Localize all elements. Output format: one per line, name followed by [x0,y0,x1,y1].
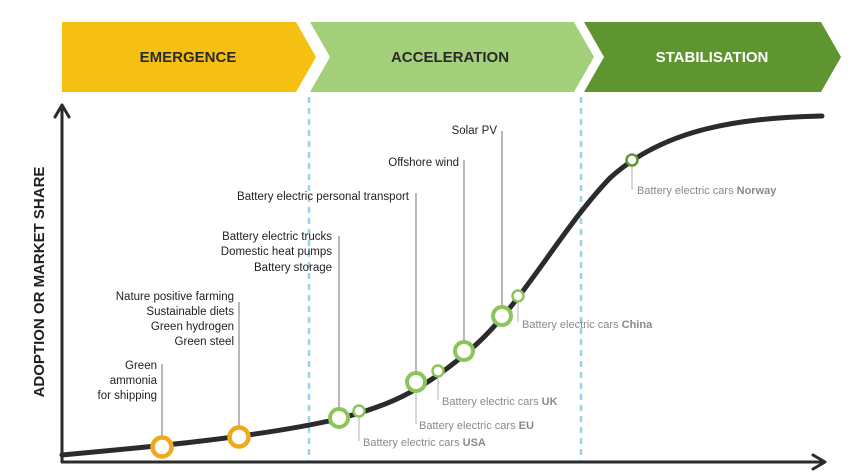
marker-farming-group [227,425,251,449]
phase-banners: EMERGENCE ACCELERATION STABILISATION [62,22,841,92]
cars-prefix-uk: Battery electric cars [442,396,542,408]
label-solar-pv: Solar PV [452,125,498,137]
cars-prefix-china: Battery electric cars [522,319,622,331]
label-personal-transport: Battery electric personal transport [237,191,410,203]
label-cars-usa: Battery electric cars USA [363,437,486,449]
label-green-ammonia-3: for shipping [98,390,157,402]
label-cars-china: Battery electric cars China [522,319,653,331]
label-offshore-wind: Offshore wind [388,157,459,169]
marker-trucks-group [328,407,350,429]
cars-prefix-usa: Battery electric cars [363,437,463,449]
marker-cars-norway [625,153,639,167]
y-axis-label: ADOPTION OR MARKET SHARE [31,167,48,398]
label-green-ammonia-2: ammonia [110,375,158,387]
marker-personal-transport [405,371,427,393]
leader-lines [161,131,503,438]
emergence-label: EMERGENCE [140,49,237,66]
label-cars-uk: Battery electric cars UK [442,396,558,408]
label-nature-positive-farming: Nature positive farming [116,291,234,303]
label-cars-norway: Battery electric cars Norway [637,185,777,197]
acceleration-banner [310,22,594,92]
label-battery-electric-trucks: Battery electric trucks [222,231,332,243]
label-green-ammonia-1: Green [125,360,157,372]
cars-country-china: China [622,319,653,331]
markers [150,153,639,459]
cars-prefix-norway: Battery electric cars [637,185,737,197]
cars-country-eu: EU [519,420,534,432]
x-axis-arrow [811,453,827,471]
marker-offshore-wind [453,340,475,362]
label-domestic-heat-pumps: Domestic heat pumps [221,246,332,258]
label-green-hydrogen: Green hydrogen [151,321,234,333]
cars-prefix-eu: Battery electric cars [419,420,519,432]
marker-solar-pv [491,305,513,327]
emergence-banner [62,22,316,92]
label-sustainable-diets: Sustainable diets [146,306,234,318]
label-battery-storage: Battery storage [254,262,332,274]
marker-cars-uk [431,364,445,378]
technology-labels: Green ammonia for shipping Nature positi… [98,125,498,402]
marker-green-ammonia [150,435,174,459]
y-axis-arrow [53,103,71,119]
acceleration-label: ACCELERATION [391,49,509,66]
car-labels: Battery electric cars USA Battery electr… [363,185,777,449]
stabilisation-label: STABILISATION [656,49,769,66]
cars-country-usa: USA [463,437,486,449]
cars-country-norway: Norway [737,185,778,197]
label-cars-eu: Battery electric cars EU [419,420,534,432]
marker-cars-usa [352,404,366,418]
label-green-steel: Green steel [175,336,234,348]
axes [53,103,827,471]
stabilisation-banner [584,22,841,92]
marker-cars-china [511,289,525,303]
cars-country-uk: UK [542,396,558,408]
